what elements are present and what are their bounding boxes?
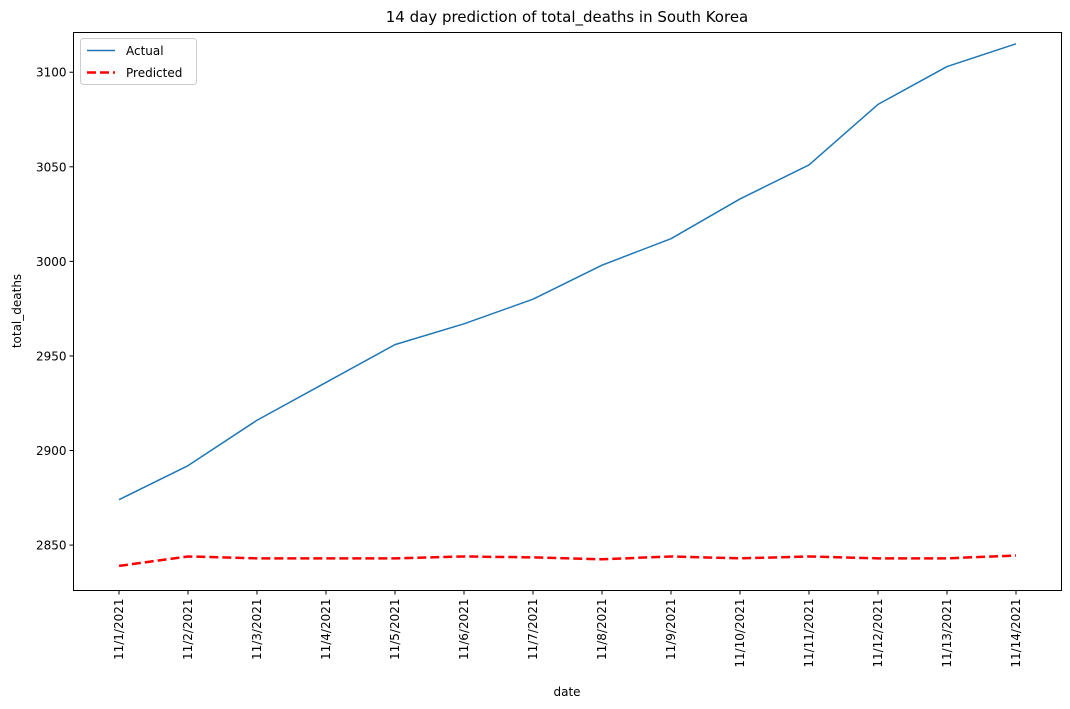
- series-layer: [118, 43, 1017, 568]
- y-tick-label: 2850: [36, 539, 67, 553]
- x-tick-label: 11/2/2021: [181, 599, 195, 661]
- plot-frame: [73, 32, 1062, 591]
- x-tick-label: 11/13/2021: [940, 599, 954, 668]
- x-tick-label: 11/11/2021: [802, 599, 816, 668]
- y-tick-label: 2950: [36, 349, 67, 363]
- x-tick-label: 11/8/2021: [595, 599, 609, 661]
- x-tick-label: 11/10/2021: [733, 599, 747, 668]
- y-tick-label: 3100: [36, 66, 67, 80]
- series-line-actual: [118, 43, 1017, 501]
- x-axis: 11/1/2021 11/2/2021 11/3/2021 11/4/2021 11/5…: [112, 590, 1023, 668]
- x-tick-label: 11/6/2021: [457, 599, 471, 661]
- x-tick-label: 11/7/2021: [526, 599, 540, 661]
- legend-label-actual: Actual: [126, 44, 164, 58]
- y-tick-label: 2900: [36, 444, 67, 458]
- y-axis-title: total_deaths: [10, 274, 24, 348]
- x-tick-label: 11/3/2021: [250, 599, 264, 661]
- x-tick-label: 11/1/2021: [112, 599, 126, 661]
- y-axis: 2850 2900 2950 3000 3050 3100: [36, 66, 74, 553]
- x-tick-label: 11/14/2021: [1009, 599, 1023, 668]
- y-tick-label: 3000: [36, 255, 67, 269]
- legend: Actual Predicted: [80, 38, 197, 85]
- x-tick-label: 11/9/2021: [664, 599, 678, 661]
- x-axis-title: date: [553, 685, 580, 699]
- series-line-predicted: [118, 554, 1017, 568]
- y-tick-label: 3050: [36, 160, 67, 174]
- x-tick-label: 11/4/2021: [319, 599, 333, 661]
- chart-title: 14 day prediction of total_deaths in Sou…: [386, 8, 749, 27]
- x-tick-label: 11/5/2021: [388, 599, 402, 661]
- legend-label-predicted: Predicted: [126, 66, 182, 80]
- x-tick-label: 11/12/2021: [871, 599, 885, 668]
